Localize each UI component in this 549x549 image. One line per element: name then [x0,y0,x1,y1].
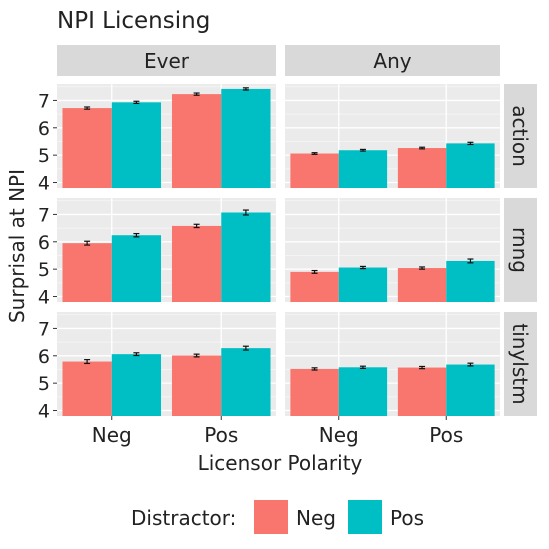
y-tick-label: 6 [38,118,50,140]
y-tick-label: 5 [38,259,50,281]
y-tick-label: 5 [38,145,50,167]
legend: Distractor: Neg Pos [131,500,424,534]
panel-rnng-any [285,198,500,302]
chart-title: NPI Licensing [57,8,210,34]
panel-tinylstm-any: Neg Pos [285,312,500,447]
bar-neg-neg [290,368,339,416]
bar-pos-pos [446,143,495,188]
facet-label-any: Any [373,49,411,73]
x-tick-label-neg: Neg [319,423,359,447]
facet-strip-ever [57,45,276,76]
x-tick-label-pos: Pos [429,423,463,447]
y-tick-label: 5 [38,373,50,395]
legend-label-pos: Pos [390,506,424,530]
bar-pos-pos [446,364,495,416]
bar-neg-neg [62,243,112,302]
panel-rnng-ever: 4 5 6 7 [38,198,276,309]
bar-pos-neg [111,235,162,302]
bar-pos-pos [221,88,271,188]
facet-strip-tinylstm [504,312,537,416]
bar-pos-pos [221,212,271,302]
panel-tinylstm-ever: 4 5 6 7 Neg Pos [38,312,276,447]
y-tick-label: 4 [38,287,50,309]
bar-pos-pos [446,260,495,302]
x-axis-label: Licensor Polarity [198,451,363,475]
y-tick-label: 4 [38,401,50,423]
x-tick-label-pos: Pos [204,423,238,447]
bar-neg-pos [171,94,222,188]
legend-label-neg: Neg [296,506,336,530]
facet-panels: Ever Any action rnng tinylstm 4 5 6 7 4 5 6 7 4 5 6 7 Neg… [38,45,537,447]
bar-neg-pos [171,355,222,416]
facet-label-ever: Ever [144,49,190,73]
facet-label-tinylstm: tinylstm [508,323,532,404]
bar-neg-pos [397,268,447,302]
y-tick-label: 7 [38,318,50,340]
bar-neg-pos [397,148,447,188]
facet-label-rnng: rnng [508,227,532,273]
bar-pos-neg [338,367,388,416]
y-tick-label: 7 [38,204,50,226]
facet-label-action: action [508,105,532,167]
facet-strip-action [504,84,537,188]
bar-neg-neg [62,361,112,416]
panel-action-ever: 4 5 6 7 [38,84,276,195]
bar-neg-neg [62,108,112,188]
bar-pos-neg [111,102,162,188]
facet-strip-rnng [504,198,537,302]
legend-swatch-pos [348,500,382,534]
bar-neg-neg [290,271,339,302]
y-tick-label: 6 [38,232,50,254]
facet-strip-any [285,45,500,76]
legend-swatch-neg [254,500,288,534]
y-tick-label: 6 [38,346,50,368]
legend-title: Distractor: [131,506,236,530]
y-tick-label: 4 [38,173,50,195]
y-tick-label: 7 [38,90,50,112]
y-axis-label: Surprisal at NPI [5,169,29,323]
bar-neg-pos [171,225,222,302]
bar-neg-pos [397,367,447,416]
panel-action-any [285,84,500,188]
bar-neg-neg [290,153,339,188]
bar-pos-neg [338,267,388,302]
bar-pos-neg [338,150,388,188]
bar-pos-pos [221,348,271,416]
x-tick-label-neg: Neg [92,423,132,447]
bar-pos-neg [111,354,162,416]
